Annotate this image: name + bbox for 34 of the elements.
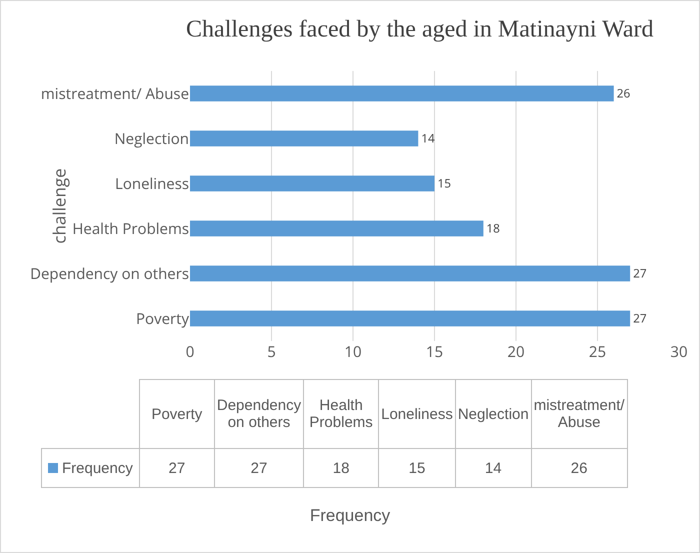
data-label: 14 (421, 130, 435, 146)
chart-title: Challenges faced by the aged in Matinayni Ward (186, 16, 654, 42)
category-label: Health Problems (304, 380, 379, 448)
x-tick-label: 0 (186, 342, 194, 362)
category-label: mistreatment/ Abuse (531, 380, 628, 448)
data-label: 14 (455, 448, 532, 488)
x-tick-label: 25 (588, 342, 606, 362)
data-label: 26 (616, 85, 631, 102)
legend-label: Frequency (42, 448, 140, 488)
y-tick-label: Health Problems (72, 218, 189, 239)
category-label: Loneliness (378, 380, 456, 448)
data-label: 26 (531, 448, 628, 488)
y-tick-label: Dependency on others (30, 264, 189, 284)
x-tick-label: 10 (344, 342, 362, 362)
y-tick-label: Loneliness (115, 174, 189, 194)
x-tick-label: 20 (507, 342, 525, 362)
y-tick-label: Neglection (114, 128, 189, 149)
data-label: 27 (633, 310, 647, 326)
category-label: Neglection (455, 380, 532, 448)
x-tick-label: 5 (267, 342, 276, 362)
data-label: 27 (139, 448, 214, 488)
x-tick-label: 30 (670, 342, 688, 362)
data-label: 18 (304, 448, 379, 488)
data-label: 27 (214, 448, 304, 488)
text: Frequency (308, 506, 392, 526)
data-label: 15 (378, 448, 456, 488)
data-label: 18 (486, 220, 500, 236)
x-tick-label: 15 (426, 342, 444, 362)
y-tick-label: mistreatment/ Abuse (40, 84, 189, 104)
data-label: 15 (438, 175, 452, 192)
category-label: Dependency on others (214, 380, 304, 448)
y-axis-title: challenge (47, 168, 70, 244)
data-label: 27 (633, 265, 647, 282)
y-tick-label: Poverty (136, 308, 190, 329)
